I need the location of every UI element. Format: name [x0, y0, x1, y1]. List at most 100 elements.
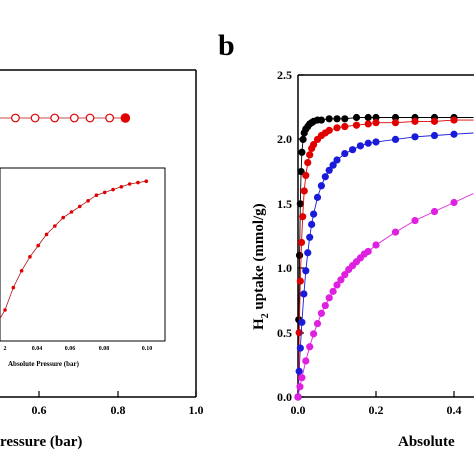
inset-point: [136, 180, 140, 185]
series-line-blue: [297, 132, 474, 398]
inset-point: [3, 308, 7, 312]
panel-a-xtick-0: 0.6: [32, 403, 47, 417]
point-black: [333, 115, 341, 123]
inset-point: [19, 269, 24, 273]
panel-b-ytick-2: 1.0: [277, 261, 292, 275]
point-black: [341, 115, 349, 123]
inset-point: [102, 190, 107, 195]
point-magenta: [302, 357, 310, 365]
point-red: [299, 213, 307, 221]
point-blue: [308, 220, 316, 229]
point-black: [352, 113, 361, 122]
point-black: [298, 148, 306, 156]
point-black: [299, 135, 307, 143]
point-blue: [349, 146, 357, 154]
inset-point: [36, 243, 41, 248]
inset-xtick-1: 0.04: [32, 346, 43, 352]
panel-b: 0.0 0.5 1.0 1.5 2.0 2.5 0.0 0.2 0.4 Abso…: [251, 68, 474, 450]
point-blue: [450, 130, 458, 138]
point-black: [296, 200, 304, 208]
panel-a-series: [0, 113, 131, 123]
ylabel-rest: uptake (mmol/g): [251, 203, 267, 313]
ylabel-h: H: [251, 318, 267, 330]
panel-b-ylabel: H2 uptake (mmol/g): [251, 203, 271, 330]
point-magenta: [329, 287, 337, 295]
panel-b-xlabel: Absolute: [398, 434, 455, 450]
point-black: [391, 113, 400, 122]
series-line-red: [297, 119, 474, 398]
point-red: [297, 238, 306, 247]
point-magenta: [321, 301, 329, 310]
inset-series-line: [0, 180, 147, 319]
point-red: [341, 122, 349, 131]
panel-a-point: [105, 113, 115, 123]
panel-a-point: [11, 113, 20, 123]
inset-point: [127, 182, 132, 186]
inset-point: [94, 193, 99, 197]
point-magenta: [337, 276, 345, 284]
inset-xtick-0: 2: [4, 346, 7, 352]
point-blue: [430, 131, 439, 140]
series-line-magenta: [297, 193, 474, 398]
panel-b-label: b: [218, 29, 235, 62]
point-magenta: [372, 241, 380, 249]
point-red: [333, 124, 341, 132]
point-blue: [411, 133, 419, 141]
inset-series: [0, 179, 149, 319]
point-magenta: [450, 198, 458, 207]
panel-b-ytick-0: 0.0: [277, 390, 292, 404]
inset-point: [77, 204, 82, 209]
point-red: [325, 126, 333, 134]
point-blue: [296, 344, 304, 352]
inset-point: [28, 254, 32, 259]
ylabel-sub: 2: [260, 313, 271, 318]
panel-a-xtick-1: 0.8: [111, 403, 126, 417]
panel-a-point: [85, 113, 95, 123]
inset-frame: [0, 167, 166, 342]
point-magenta: [325, 294, 333, 302]
panel-b-xtick-1: 0.2: [369, 403, 384, 417]
point-blue: [310, 210, 318, 218]
point-magenta: [313, 319, 322, 328]
inset-xtick-4: 0.10: [142, 346, 153, 352]
inset: 2 0.04 0.06 0.08 0.10 Absolute Pressure …: [0, 167, 166, 368]
panel-b-ytick-1: 0.5: [277, 326, 292, 340]
point-magenta: [411, 216, 419, 225]
inset-xlabel: Absolute Pressure (bar): [8, 360, 80, 368]
panel-b-series: [294, 113, 474, 401]
point-blue: [341, 149, 349, 158]
point-black: [364, 113, 372, 122]
point-magenta: [391, 228, 400, 236]
point-red: [352, 121, 361, 129]
point-blue: [298, 318, 306, 326]
point-blue: [300, 290, 308, 298]
panel-a-point: [50, 113, 60, 123]
point-blue: [329, 161, 337, 169]
point-red: [391, 119, 400, 127]
point-magenta: [430, 207, 439, 216]
point-blue: [325, 166, 333, 174]
point-blue: [321, 173, 329, 181]
inset-point: [61, 215, 65, 220]
point-blue: [295, 367, 303, 375]
inset-xtick-2: 0.06: [65, 346, 76, 352]
point-magenta: [294, 393, 302, 401]
point-blue: [313, 193, 322, 201]
panel-b-ytick-4: 2.0: [277, 132, 292, 146]
point-blue: [333, 156, 341, 164]
point-red: [411, 117, 419, 125]
point-black: [295, 251, 304, 259]
point-black: [372, 113, 380, 122]
panel-a-xlabel: ressure (bar): [0, 434, 82, 450]
inset-point: [86, 199, 90, 203]
inset-point: [144, 179, 149, 183]
inset-point: [69, 210, 74, 214]
point-magenta: [306, 343, 314, 351]
series-line-black: [297, 117, 474, 398]
point-red: [306, 151, 314, 159]
point-blue: [304, 249, 312, 257]
panel-b-xtick-0: 0.0: [291, 403, 306, 417]
point-blue: [356, 142, 364, 150]
point-red: [372, 119, 380, 127]
